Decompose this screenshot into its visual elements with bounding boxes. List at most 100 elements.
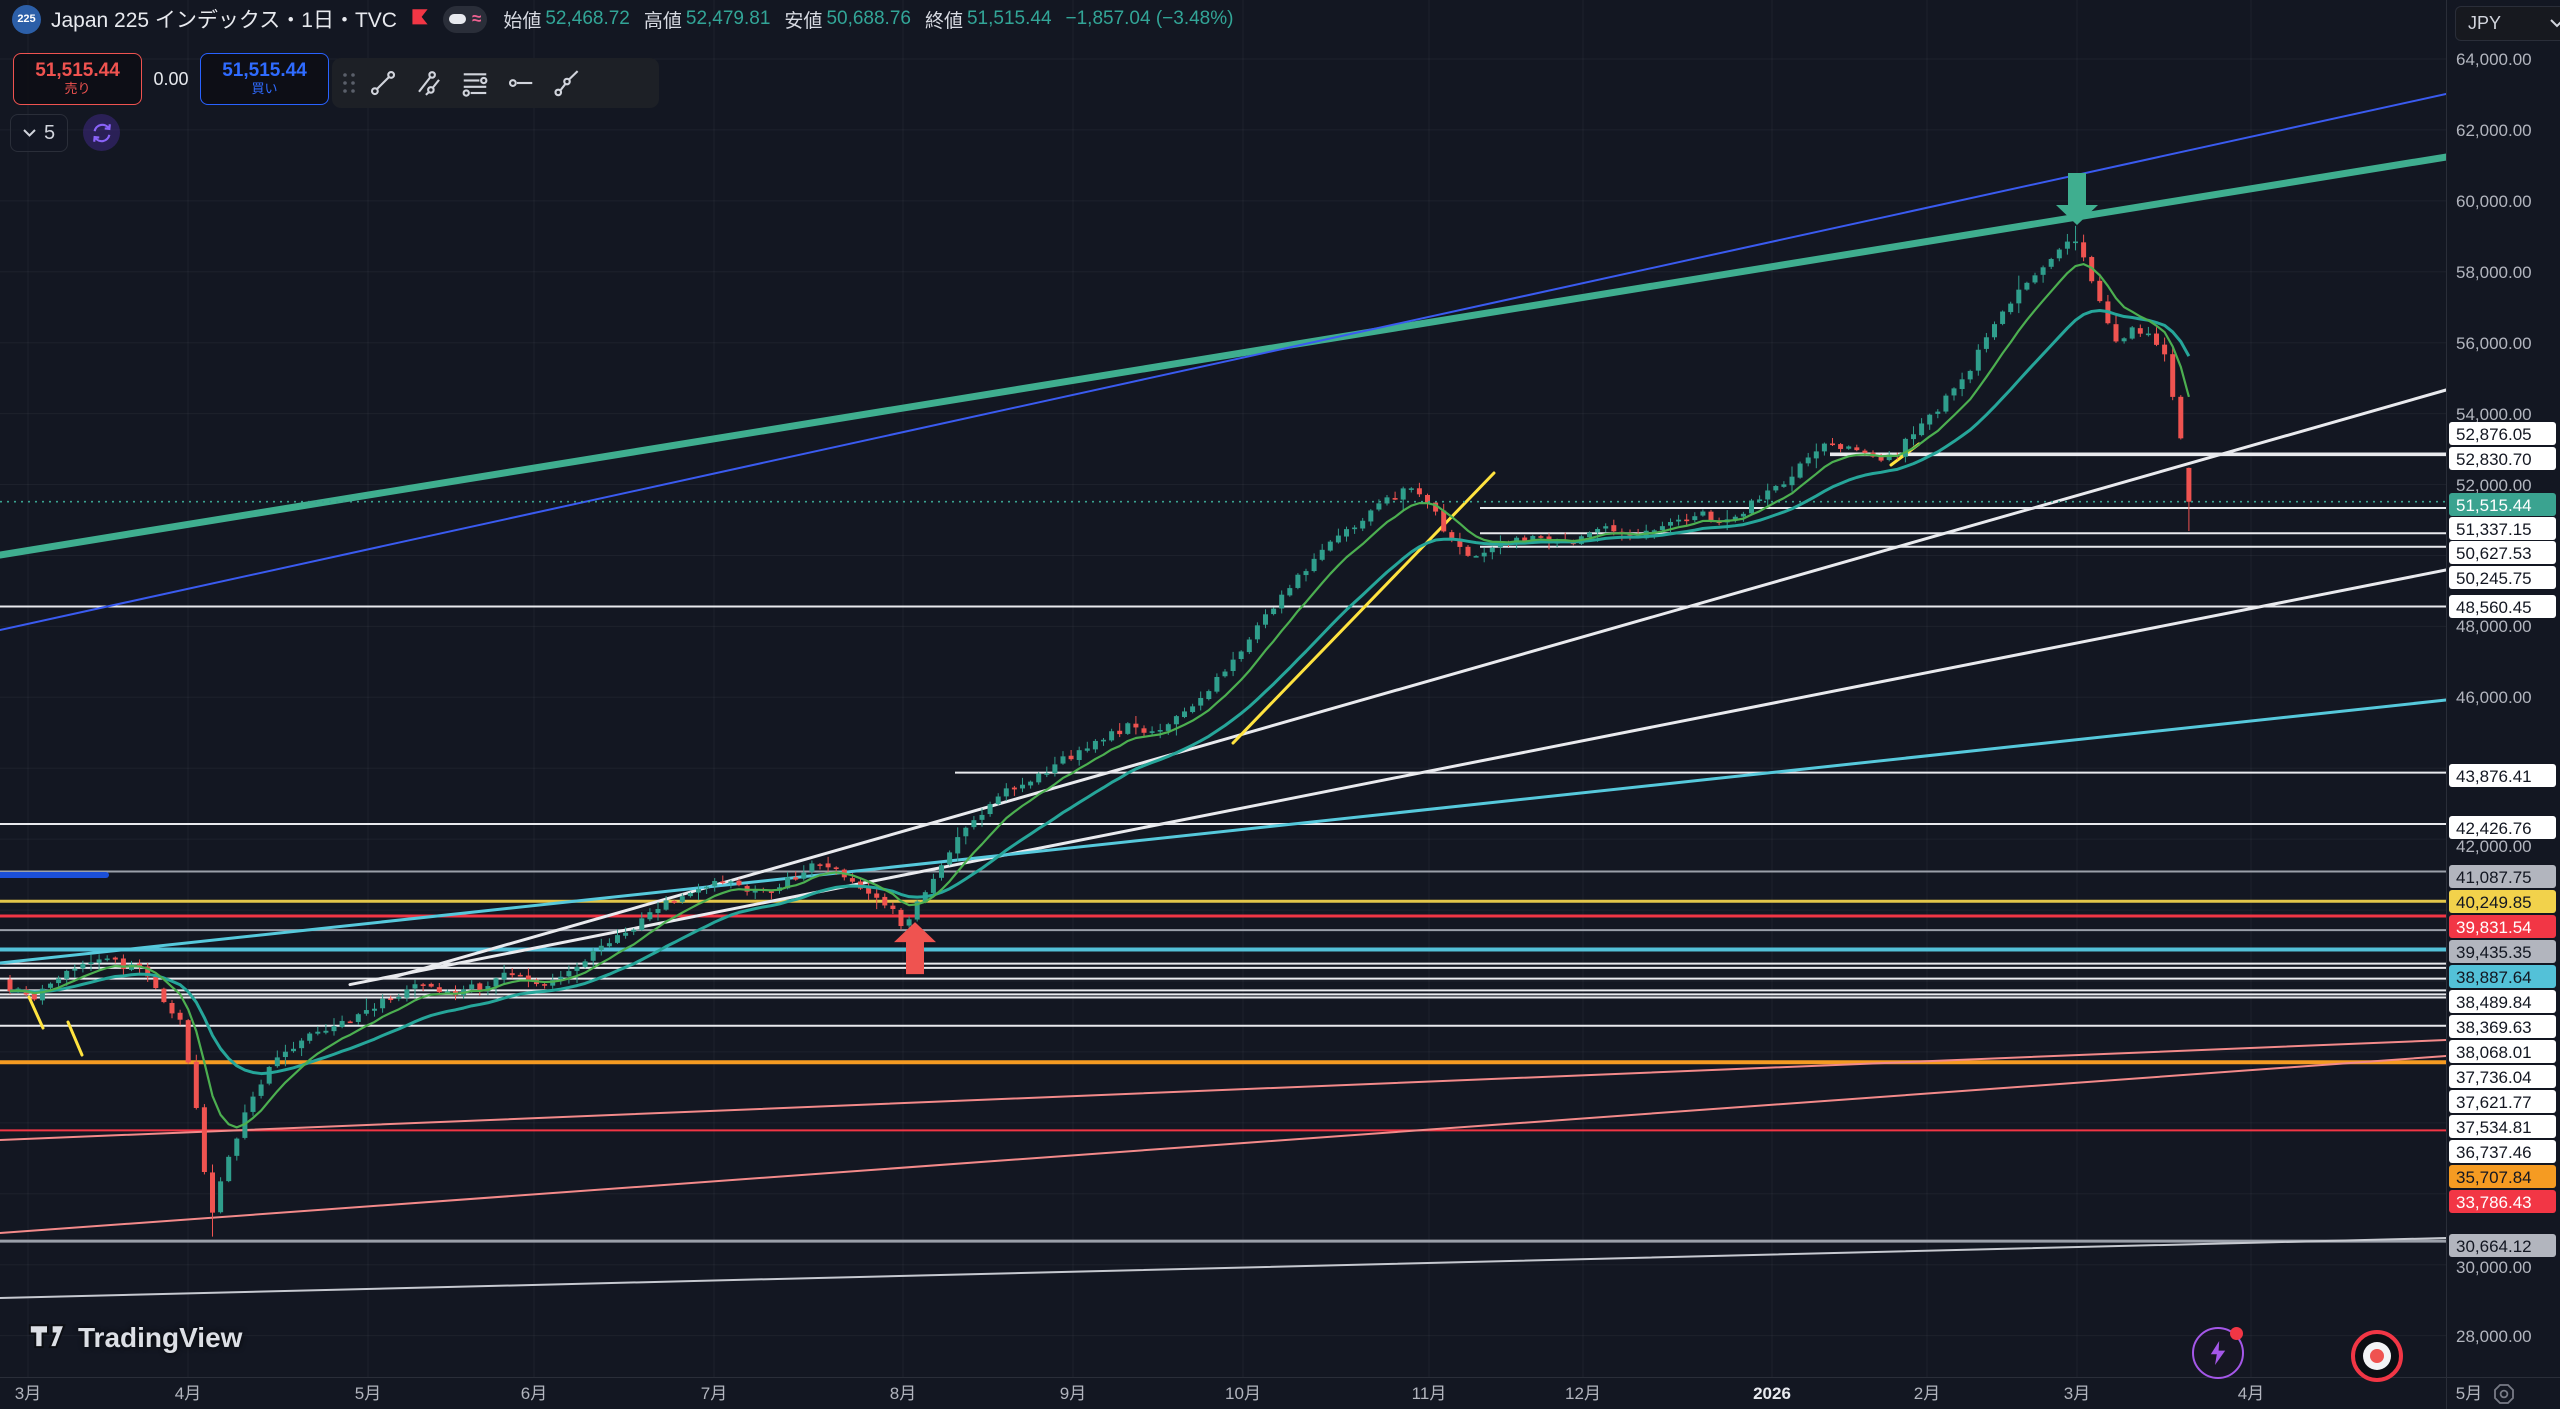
candle-body (574, 966, 580, 971)
price-label-bg (2449, 1115, 2556, 1138)
candle-body (1416, 488, 1422, 495)
candle-body (2081, 242, 2087, 258)
arrow-up-marker[interactable] (894, 922, 936, 975)
candle-body (88, 962, 94, 964)
candle-body (1036, 773, 1042, 783)
candle-body (679, 896, 685, 902)
symbol-title[interactable]: Japan 225 インデックス・1日・TVC (51, 9, 397, 32)
candle-body (1749, 500, 1754, 514)
candle-body (712, 880, 718, 887)
candle-body (2145, 333, 2151, 336)
candle-body (1983, 337, 1989, 349)
candle-body (1206, 691, 1212, 700)
record-button[interactable] (2351, 1330, 2403, 1382)
price-label: 37,736.04 (2456, 1068, 2532, 1087)
candle-body (1732, 516, 1738, 520)
candle-body (1117, 730, 1123, 735)
price-label-bg (2449, 422, 2556, 445)
candle-body (1335, 535, 1341, 543)
symbol-badge: 225 (12, 4, 41, 34)
polyline-tool[interactable] (544, 62, 590, 104)
price-label: 37,621.77 (2456, 1093, 2532, 1112)
arrow-down-marker[interactable] (2056, 173, 2098, 226)
candle-body (793, 877, 799, 880)
candle-body (1740, 513, 1746, 517)
candle-body (1927, 414, 1933, 425)
high-label: 高値 (643, 10, 682, 32)
candle-body (2137, 328, 2143, 334)
candle-body (299, 1040, 305, 1049)
candle-body (161, 988, 167, 1003)
cyan-trendline[interactable] (0, 698, 2446, 965)
buy-price: 51,515.44 (222, 60, 307, 82)
pink-trendline-2[interactable] (0, 1055, 2446, 1235)
buy-button[interactable]: 51,515.44 買い (200, 53, 329, 105)
time-label: 5月 (355, 1384, 381, 1403)
candle-body (955, 837, 961, 854)
drawings-count-chip[interactable]: 5 (10, 114, 69, 152)
pink-trendline-1[interactable] (0, 1039, 2446, 1142)
price-label: 52,876.05 (2456, 425, 2532, 444)
gray-bottom-trendline[interactable] (0, 1237, 2446, 1300)
candle-body (615, 935, 620, 943)
yellow-mark-1[interactable] (27, 995, 45, 1030)
candle-body (1587, 532, 1592, 538)
candle-body (1376, 503, 1382, 510)
axis-settings-icon[interactable] (2494, 1384, 2514, 1404)
white-channel-upper[interactable] (388, 388, 2446, 980)
close-value: 51,515.44 (966, 8, 1052, 29)
yellow-mark-2[interactable] (66, 1020, 84, 1057)
flash-button[interactable] (2192, 1327, 2244, 1379)
candle-body (1465, 546, 1471, 556)
candle-body (1125, 723, 1131, 734)
sell-button[interactable]: 51,515.44 売り (13, 53, 142, 105)
candle-body (420, 984, 426, 986)
tradingview-logo[interactable]: TradingView (28, 1322, 242, 1354)
candle-body (1198, 698, 1204, 706)
cross-line-tool[interactable] (406, 62, 452, 104)
white-channel-lower[interactable] (348, 568, 2446, 987)
price-label: 39,831.54 (2456, 918, 2532, 937)
candle-body (1068, 755, 1074, 760)
flag-icon[interactable] (407, 6, 433, 32)
candle-body (7, 979, 13, 992)
currency-select[interactable]: JPY (2455, 6, 2560, 41)
candle-body (226, 1156, 232, 1182)
candle-body (558, 976, 564, 980)
candle-body (1651, 530, 1657, 532)
trend-line-tool[interactable] (360, 62, 406, 104)
candle-body (153, 976, 159, 989)
candle-body (145, 966, 151, 977)
candle-body (210, 1172, 215, 1213)
price-tick: 60,000.00 (2456, 192, 2532, 211)
blue-trendline[interactable] (0, 93, 2446, 632)
candle-body (258, 1084, 264, 1096)
approx-icon: ≈ (471, 9, 482, 28)
price-label: 41,087.75 (2456, 868, 2532, 887)
candle-body (647, 912, 653, 920)
candle-body (1011, 787, 1017, 790)
time-label: 3月 (2064, 1384, 2090, 1403)
candle-body (1449, 532, 1455, 538)
parallel-lines-tool[interactable] (452, 62, 498, 104)
horizontal-ray-tool[interactable] (498, 62, 544, 104)
tradingview-logo-text: TradingView (78, 1322, 243, 1353)
candle-body (112, 957, 118, 960)
candle-body (315, 1031, 321, 1034)
candle-body (1611, 525, 1617, 532)
yellow-trendline[interactable] (1231, 471, 1496, 745)
time-axis[interactable] (0, 1377, 2446, 1409)
teal-major-trendline[interactable] (0, 153, 2446, 559)
candle-body (1797, 463, 1803, 478)
price-label: 42,426.76 (2456, 819, 2532, 838)
candle-body (1441, 510, 1447, 532)
indicator-toggle-pill[interactable]: ≈ (442, 5, 488, 33)
drag-handle[interactable] (338, 65, 360, 101)
candle-body (1473, 556, 1479, 558)
sync-icon[interactable] (83, 114, 120, 151)
candle-body (444, 991, 450, 993)
time-label: 4月 (175, 1384, 201, 1403)
candle-body (2000, 311, 2006, 324)
